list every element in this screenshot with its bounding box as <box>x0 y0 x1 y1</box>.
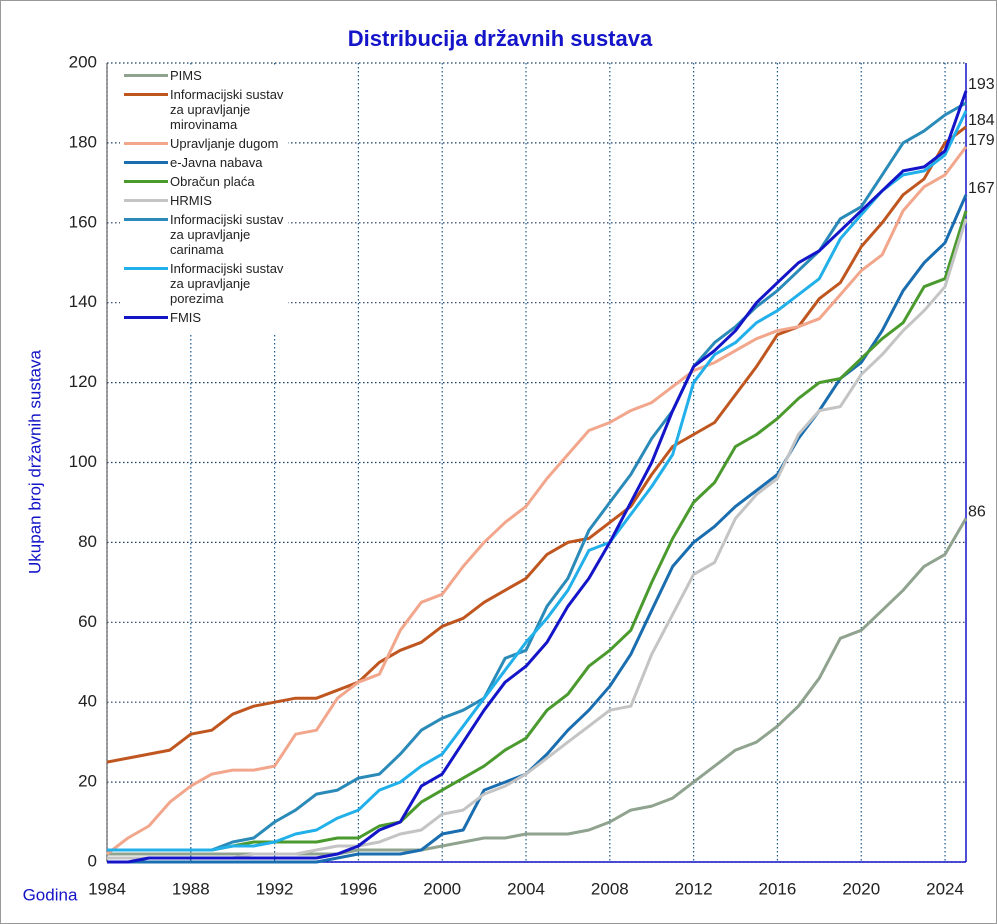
y-tick-label: 160 <box>69 212 97 231</box>
x-tick-label: 1984 <box>88 879 126 898</box>
x-tick-label: 2008 <box>591 879 629 898</box>
series-line <box>107 218 968 860</box>
x-tick-label: 1988 <box>172 879 210 898</box>
legend-label: Upravljanje dugom <box>170 136 279 151</box>
series-line <box>107 110 968 852</box>
end-label: 167 <box>968 180 995 197</box>
legend-entry: Informacijski sustav za upravljanje cari… <box>124 212 284 257</box>
y-tick-label: 0 <box>88 851 97 870</box>
x-tick-label: 2020 <box>842 879 880 898</box>
legend-label: e-Javna nabava <box>170 155 263 170</box>
end-label: 184 <box>968 112 995 129</box>
legend-swatch <box>124 199 168 202</box>
legend-swatch <box>124 93 168 96</box>
legend-swatch <box>124 180 168 183</box>
y-tick-label: 40 <box>78 692 97 711</box>
legend-swatch <box>124 161 168 164</box>
y-tick-label: 60 <box>78 612 97 631</box>
y-tick-label: 80 <box>78 532 97 551</box>
x-tick-label: 2004 <box>507 879 545 898</box>
legend-entry: HRMIS <box>124 193 284 208</box>
x-tick-label: 1992 <box>256 879 294 898</box>
chart-title: Distribucija državnih sustava <box>348 26 653 51</box>
legend-label: Obračun plaća <box>170 174 255 189</box>
legend-swatch <box>124 74 168 77</box>
legend-swatch <box>124 267 168 270</box>
legend-label: Informacijski sustav za upravljanje miro… <box>170 87 284 132</box>
legend-entry: Informacijski sustav za upravljanje miro… <box>124 87 284 132</box>
y-tick-label: 100 <box>69 452 97 471</box>
legend-label: HRMIS <box>170 193 212 208</box>
end-label: 193 <box>968 76 995 93</box>
series-line <box>107 194 968 864</box>
x-tick-label: 1996 <box>340 879 378 898</box>
legend-label: Informacijski sustav za upravljanje cari… <box>170 212 284 257</box>
y-axis-label: Ukupan broj državnih sustava <box>25 349 44 574</box>
end-label: 179 <box>968 132 995 149</box>
legend-entry: Informacijski sustav za upravljanje pore… <box>124 261 284 306</box>
legend-entry: Upravljanje dugom <box>124 136 284 151</box>
x-tick-label: 2012 <box>675 879 713 898</box>
end-label: 86 <box>968 504 986 521</box>
legend-swatch <box>124 142 168 145</box>
series-line <box>107 210 968 852</box>
legend-label: Informacijski sustav za upravljanje pore… <box>170 261 284 306</box>
x-tick-label: 2024 <box>926 879 964 898</box>
series-line <box>106 146 968 856</box>
legend-label: PIMS <box>170 68 202 83</box>
legend-entry: PIMS <box>124 68 284 83</box>
legend-label: FMIS <box>170 310 202 325</box>
y-tick-label: 120 <box>69 372 97 391</box>
y-tick-label: 200 <box>69 52 97 71</box>
legend: PIMS Informacijski sustav za upravljanje … <box>120 66 288 335</box>
legend-entry: Obračun plaća <box>124 174 284 189</box>
y-tick-label: 180 <box>69 132 97 151</box>
x-axis-label: Godina <box>23 885 78 904</box>
legend-entry: FMIS <box>124 310 284 325</box>
legend-swatch <box>124 316 168 319</box>
legend-swatch <box>124 218 168 221</box>
legend-entry: e-Javna nabava <box>124 155 284 170</box>
y-tick-label: 20 <box>78 772 97 791</box>
series-line <box>107 90 968 864</box>
y-tick-label: 140 <box>69 292 97 311</box>
x-tick-label: 2000 <box>423 879 461 898</box>
series-line <box>106 125 967 764</box>
x-tick-label: 2016 <box>759 879 797 898</box>
